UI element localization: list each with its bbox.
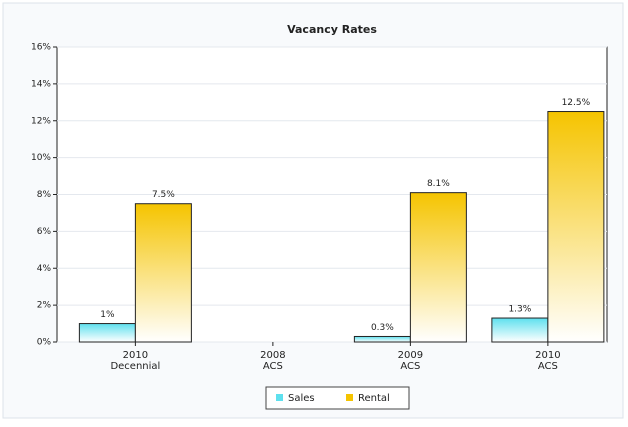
- y-tick-label: 12%: [31, 116, 51, 126]
- bar: [491, 317, 549, 343]
- chart-title: Vacancy Rates: [287, 23, 377, 36]
- bar: [409, 192, 467, 343]
- value-label: 1%: [100, 310, 115, 320]
- bar: [547, 111, 605, 343]
- y-tick-label: 8%: [37, 190, 52, 200]
- bar: [353, 335, 411, 343]
- bar: [78, 323, 136, 343]
- x-tick-label: 2010: [123, 350, 148, 361]
- value-label: 1.3%: [508, 305, 531, 315]
- value-label: 0.3%: [371, 323, 394, 333]
- y-tick-label: 0%: [37, 338, 52, 348]
- value-label: 8.1%: [427, 179, 450, 189]
- legend-swatch: [276, 394, 283, 401]
- x-tick-label: 2009: [398, 350, 423, 361]
- x-tick-label: 2008: [260, 350, 285, 361]
- legend-label: Sales: [288, 393, 315, 404]
- y-tick-label: 2%: [37, 301, 52, 311]
- x-tick-label: Decennial: [110, 361, 160, 372]
- value-label: 7.5%: [152, 190, 175, 200]
- y-tick-label: 4%: [37, 264, 52, 274]
- value-label: 12.5%: [562, 98, 591, 108]
- y-tick-label: 6%: [37, 227, 52, 237]
- bar: [134, 203, 192, 343]
- y-tick-label: 14%: [31, 79, 51, 89]
- x-tick-label: ACS: [263, 361, 283, 372]
- x-tick-label: ACS: [400, 361, 420, 372]
- legend: Sales Rental: [265, 386, 410, 410]
- y-tick-label: 10%: [31, 153, 51, 163]
- y-tick-label: 16%: [31, 43, 51, 53]
- legend-box: [265, 386, 410, 410]
- x-tick-label: 2010: [535, 350, 560, 361]
- legend-swatch: [346, 394, 353, 401]
- legend-label: Rental: [358, 393, 390, 404]
- x-tick-label: ACS: [538, 361, 558, 372]
